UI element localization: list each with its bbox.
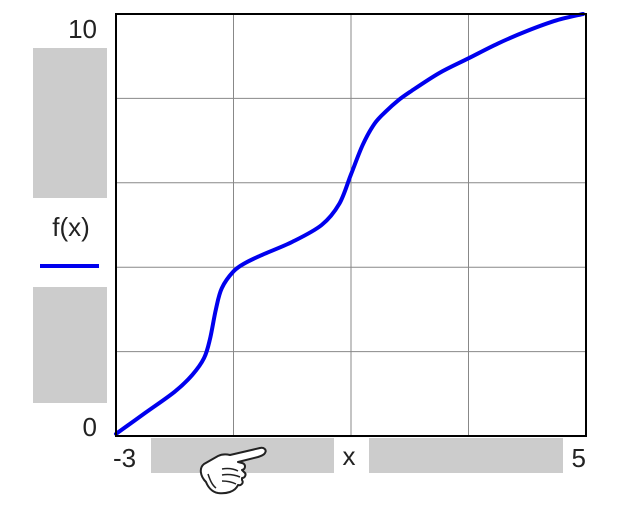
ylabel-placeholder-top — [33, 48, 107, 198]
x-tick-label-min: -3 — [113, 443, 136, 473]
pointing-hand-icon — [199, 446, 267, 495]
y-tick-label-min: 0 — [83, 412, 97, 442]
ylabel-placeholder-bottom — [33, 287, 107, 403]
grid-lines — [116, 14, 586, 436]
xlabel-placeholder-right — [369, 438, 563, 473]
x-tick-label-max: 5 — [572, 443, 586, 473]
x-axis-label: x — [343, 441, 356, 471]
plot-frame — [115, 13, 587, 437]
y-tick-label-max: 10 — [68, 14, 97, 44]
series-line — [114, 12, 586, 436]
y-axis-label: f(x) — [52, 212, 90, 242]
